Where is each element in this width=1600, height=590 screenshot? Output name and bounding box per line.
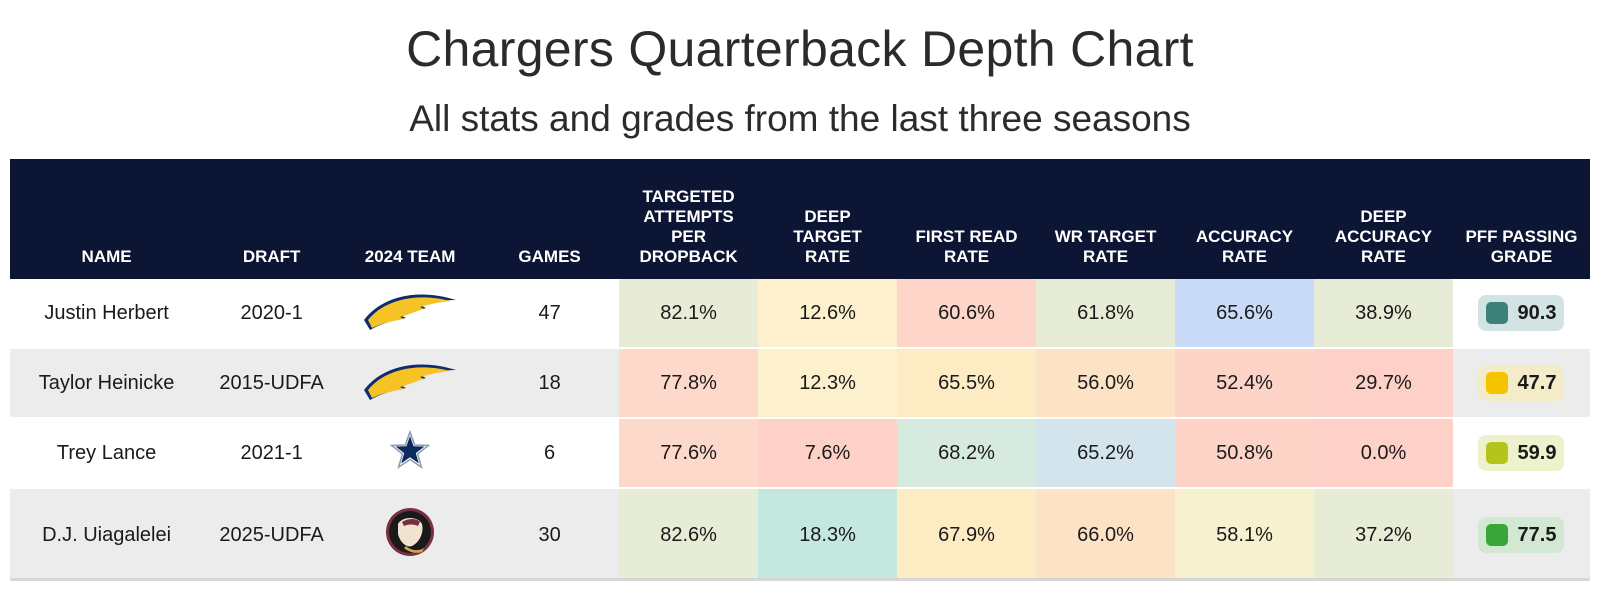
- table-row: Trey Lance 2021-1 6 77.6% 7.6% 68.2% 65.…: [10, 418, 1590, 489]
- header-row: NAME DRAFT 2024 TEAM GAMES TARGETED ATTEM…: [10, 159, 1590, 279]
- table-row: D.J. Uiagalelei 2025-UDFA 30 82.6% 18.3%…: [10, 488, 1590, 583]
- header-name[interactable]: NAME: [10, 159, 204, 279]
- player-name: Justin Herbert: [10, 279, 204, 349]
- wr-target-rate-cell: 56.0%: [1036, 348, 1176, 419]
- table-bottom-rule: [10, 578, 1590, 581]
- first-read-rate-cell: 67.9%: [897, 488, 1037, 583]
- draft-cell: 2020-1: [203, 279, 341, 349]
- header-pff-passing-grade[interactable]: PFF PASSING GRADE: [1452, 159, 1590, 279]
- targeted-attempts-cell: 82.1%: [619, 279, 759, 349]
- games-cell: 30: [480, 488, 620, 583]
- games-cell: 47: [480, 279, 620, 349]
- deep-accuracy-rate-cell: 29.7%: [1314, 348, 1453, 419]
- grade-dot-icon: [1486, 372, 1509, 394]
- wr-target-rate-cell: 65.2%: [1036, 418, 1176, 489]
- deep-accuracy-rate-cell: 0.0%: [1314, 418, 1453, 489]
- pff-grade-badge: 47.7: [1478, 365, 1565, 401]
- grade-dot-icon: [1486, 302, 1509, 324]
- wr-target-rate-cell: 66.0%: [1036, 488, 1176, 583]
- header-deep-target-rate[interactable]: DEEP TARGET RATE: [758, 159, 898, 279]
- grade-dot-icon: [1486, 442, 1509, 464]
- targeted-attempts-cell: 77.6%: [619, 418, 759, 489]
- header-games[interactable]: GAMES: [480, 159, 620, 279]
- draft-cell: 2015-UDFA: [203, 348, 341, 419]
- pff-grade-badge: 59.9: [1478, 435, 1565, 471]
- deep-target-rate-cell: 18.3%: [758, 488, 898, 583]
- pff-grade-cell: 90.3: [1452, 279, 1590, 349]
- pff-grade-cell: 77.5: [1452, 488, 1590, 583]
- games-cell: 18: [480, 348, 620, 419]
- deep-target-rate-cell: 12.3%: [758, 348, 898, 419]
- page-subtitle: All stats and grades from the last three…: [409, 98, 1191, 139]
- chargers-bolt-icon: [362, 360, 458, 406]
- team-cell: [340, 348, 481, 419]
- team-cell: [340, 488, 481, 583]
- grade-dot-icon: [1486, 524, 1509, 546]
- page-title: Chargers Quarterback Depth Chart: [406, 21, 1194, 77]
- draft-cell: 2025-UDFA: [203, 488, 341, 583]
- accuracy-rate-cell: 52.4%: [1175, 348, 1314, 419]
- pff-grade-cell: 47.7: [1452, 348, 1590, 419]
- targeted-attempts-cell: 82.6%: [619, 488, 759, 583]
- table-row: Taylor Heinicke 2015-UDFA 18 77.8% 12.3%…: [10, 348, 1590, 419]
- accuracy-rate-cell: 58.1%: [1175, 488, 1314, 583]
- header-first-read-rate[interactable]: FIRST READ RATE: [897, 159, 1037, 279]
- deep-accuracy-rate-cell: 37.2%: [1314, 488, 1453, 583]
- wr-target-rate-cell: 61.8%: [1036, 279, 1176, 349]
- pff-grade-badge: 90.3: [1478, 295, 1565, 331]
- player-name: D.J. Uiagalelei: [10, 488, 204, 583]
- first-read-rate-cell: 68.2%: [897, 418, 1037, 489]
- header-draft[interactable]: DRAFT: [203, 159, 341, 279]
- deep-accuracy-rate-cell: 38.9%: [1314, 279, 1453, 349]
- games-cell: 6: [480, 418, 620, 489]
- pff-grade-cell: 59.9: [1452, 418, 1590, 489]
- accuracy-rate-cell: 65.6%: [1175, 279, 1314, 349]
- fsu-seminole-icon: [384, 506, 436, 564]
- first-read-rate-cell: 60.6%: [897, 279, 1037, 349]
- table-row: Justin Herbert 2020-1 47 82.1% 12.6% 60.…: [10, 279, 1590, 349]
- deep-target-rate-cell: 12.6%: [758, 279, 898, 349]
- header-team[interactable]: 2024 TEAM: [340, 159, 481, 279]
- depth-chart-table: NAME DRAFT 2024 TEAM GAMES TARGETED ATTEM…: [10, 159, 1590, 583]
- deep-target-rate-cell: 7.6%: [758, 418, 898, 489]
- draft-cell: 2021-1: [203, 418, 341, 489]
- pff-grade-badge: 77.5: [1478, 517, 1565, 553]
- accuracy-rate-cell: 50.8%: [1175, 418, 1314, 489]
- team-cell: [340, 418, 481, 489]
- cowboys-star-icon: [389, 429, 431, 476]
- first-read-rate-cell: 65.5%: [897, 348, 1037, 419]
- header-targeted-attempts[interactable]: TARGETED ATTEMPTS PER DROPBACK: [619, 159, 759, 279]
- header-accuracy-rate[interactable]: ACCURACY RATE: [1175, 159, 1314, 279]
- targeted-attempts-cell: 77.8%: [619, 348, 759, 419]
- player-name: Trey Lance: [10, 418, 204, 489]
- chargers-bolt-icon: [362, 290, 458, 336]
- header-deep-accuracy-rate[interactable]: DEEP ACCURACY RATE: [1314, 159, 1453, 279]
- player-name: Taylor Heinicke: [10, 348, 204, 419]
- header-wr-target-rate[interactable]: WR TARGET RATE: [1036, 159, 1176, 279]
- team-cell: [340, 279, 481, 349]
